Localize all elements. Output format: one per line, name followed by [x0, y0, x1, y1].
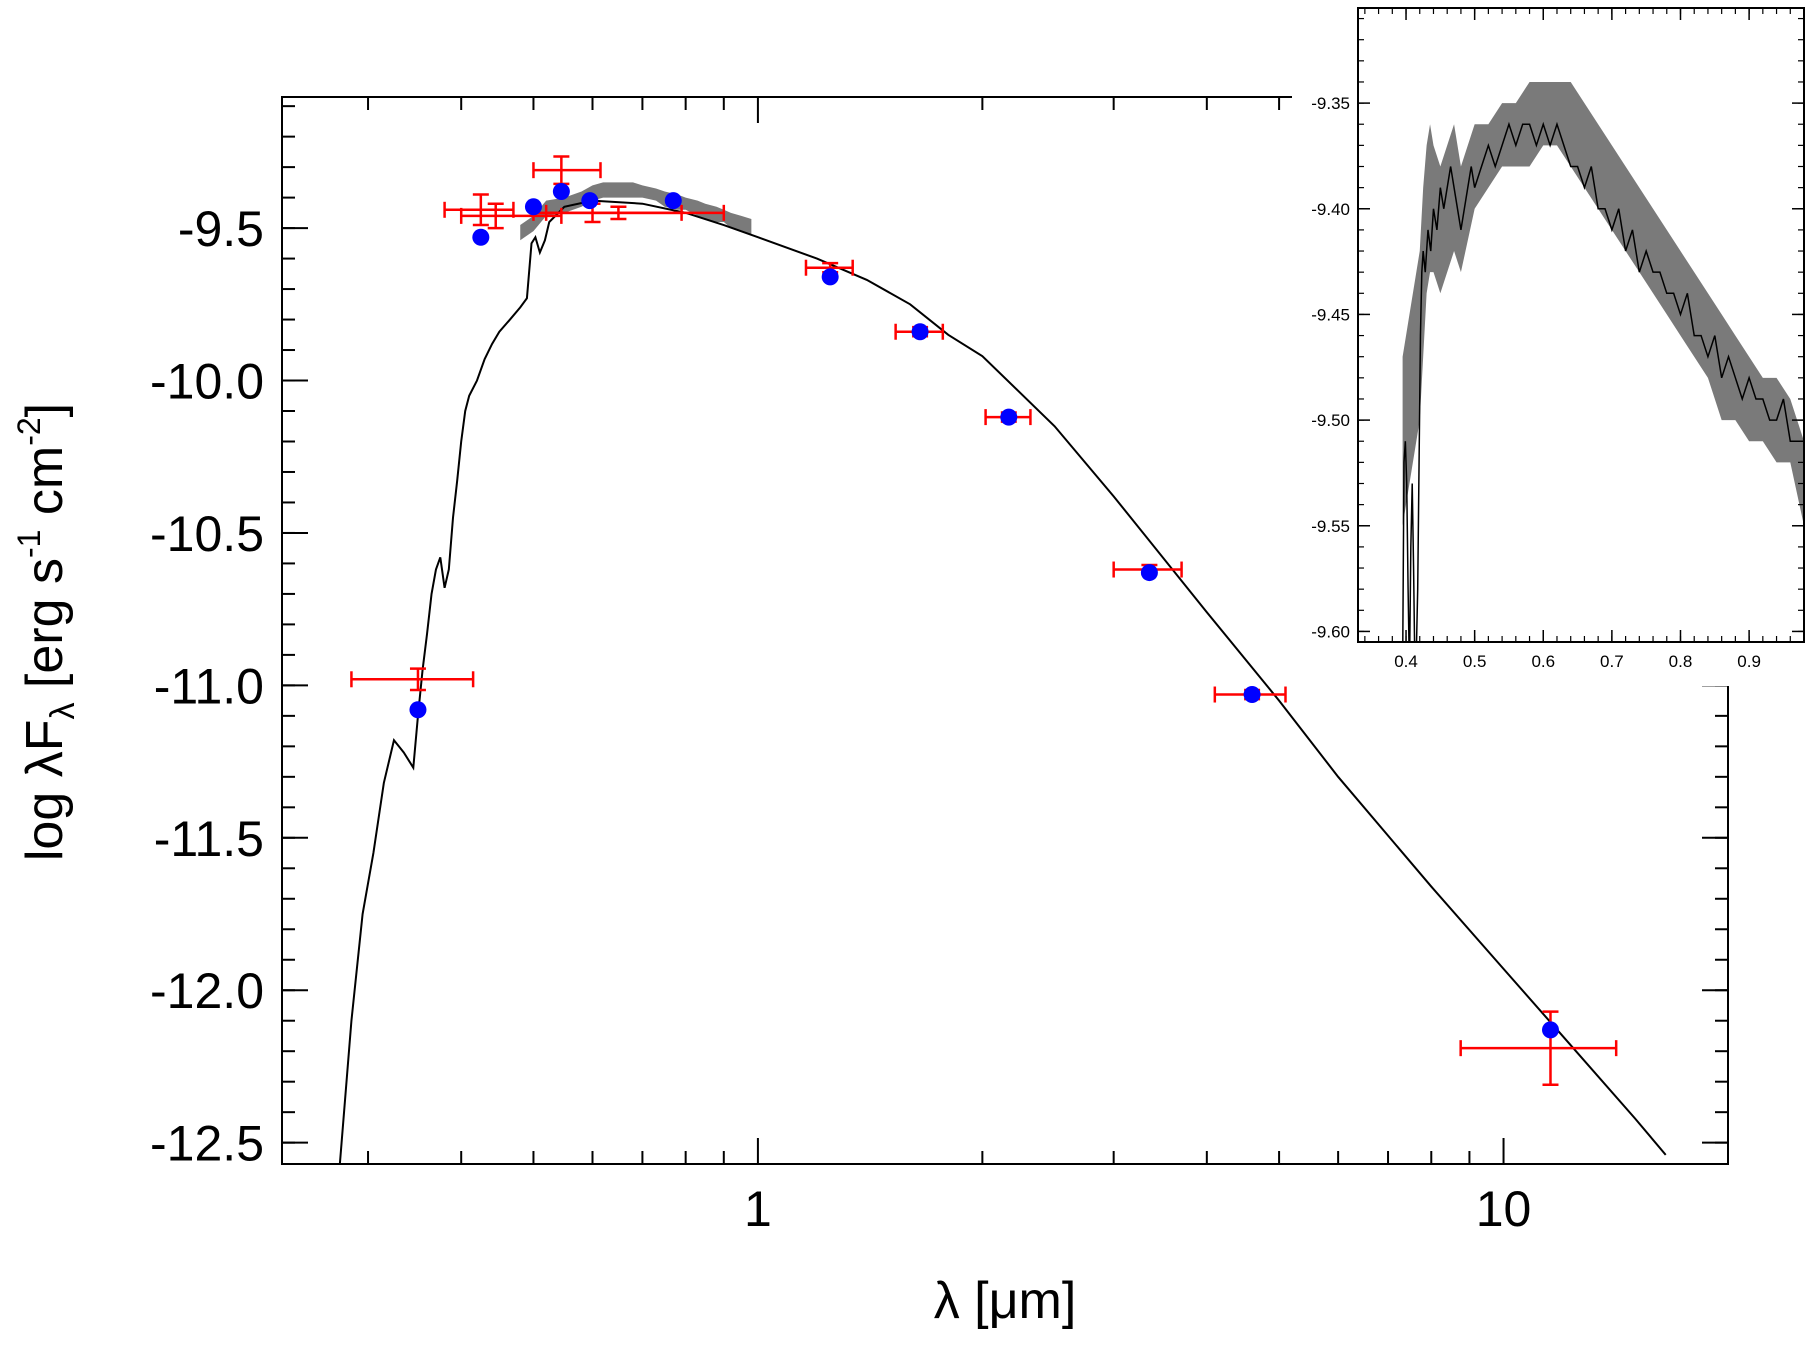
inset-x-tick-label-2: 0.6	[1531, 652, 1555, 671]
ylabel-close: ]	[16, 403, 74, 417]
photometry-point-2	[459, 202, 563, 230]
synthetic-point-4	[581, 192, 599, 210]
inset-y-tick-label-5: -9.60	[1311, 622, 1350, 641]
photometry-point-3	[532, 155, 602, 186]
main-model-band-layer	[520, 182, 752, 241]
inset-band	[1402, 81, 1804, 526]
main-x-tick-label-1: 10	[1476, 1181, 1532, 1237]
main-y-tick-label-1: -10.0	[150, 354, 264, 410]
main-y-tick-label-3: -11.0	[154, 658, 264, 714]
main-model-band	[520, 182, 752, 241]
synthetic-point-8	[1000, 408, 1018, 426]
inset-line	[1402, 121, 1804, 642]
main-y-tick-label-5: -12.0	[150, 963, 264, 1019]
inset-label-margin	[1292, 0, 1358, 686]
inset-x-tick-label-3: 0.7	[1600, 652, 1624, 671]
synthetic-point-1	[472, 228, 490, 246]
main-synthetic-layer	[409, 183, 1559, 1039]
inset-y-tick-label-2: -9.45	[1311, 305, 1350, 324]
ylabel-unit-cm: cm	[16, 446, 74, 530]
inset-y-tick-label-3: -9.50	[1311, 411, 1350, 430]
main-y-tick-label-4: -11.5	[154, 811, 264, 867]
inset-band-layer	[1402, 81, 1804, 526]
main-y-tick-label-0: -9.5	[178, 201, 264, 257]
synthetic-point-7	[911, 323, 929, 341]
inset-bottom-margin	[1292, 642, 1805, 686]
ylabel-exp-1: -1	[11, 530, 47, 558]
synthetic-point-10	[1243, 686, 1261, 704]
main-y-tick-label-2: -10.5	[150, 506, 264, 562]
inset-x-tick-label-0: 0.4	[1394, 652, 1418, 671]
ylabel-log: log λF	[16, 720, 74, 862]
synthetic-point-6	[821, 268, 839, 286]
ylabel-sub: λ	[44, 703, 82, 720]
synthetic-point-3	[552, 183, 570, 201]
inset-x-tick-label-5: 0.9	[1737, 652, 1761, 671]
main-x-tick-label-0: 1	[744, 1181, 772, 1237]
ylabel-exp-2: -2	[11, 417, 47, 445]
inset-x-tick-label-1: 0.5	[1463, 652, 1487, 671]
photometry-point-0	[350, 667, 475, 692]
synthetic-point-11	[1541, 1021, 1559, 1039]
inset-x-tick-label-4: 0.8	[1669, 652, 1693, 671]
inset-y-tick-label-1: -9.40	[1311, 200, 1350, 219]
inset-y-tick-label-0: -9.35	[1311, 94, 1350, 113]
main-y-axis-label: log λFλ [erg s-1 cm-2]	[11, 403, 82, 861]
synthetic-point-5	[664, 192, 682, 210]
inset-plot-frame	[1357, 7, 1805, 643]
main-x-axis-label: λ [μm]	[934, 1272, 1077, 1330]
inset-line-layer	[1402, 121, 1804, 642]
photometry-point-5	[532, 204, 726, 221]
ylabel-unit-erg: [erg s	[16, 558, 74, 688]
inset-plot: 0.4 0.5 0.6 0.7 0.8 0.9 -9.35 -9.40 -9.45 -9.50 -9…	[1292, 0, 1805, 686]
synthetic-point-9	[1140, 564, 1158, 582]
synthetic-point-2	[524, 198, 542, 216]
inset-y-tick-label-4: -9.55	[1311, 517, 1350, 536]
main-tick-labels-layer: 1 10 -9.5 -10.0 -10.5 -11.0 -11.5 -12.0 -12.5	[150, 201, 1531, 1237]
ylabel-bracket	[16, 688, 74, 702]
main-y-tick-label-6: -12.5	[150, 1116, 264, 1172]
inset-tick-labels-layer: 0.4 0.5 0.6 0.7 0.8 0.9 -9.35 -9.40 -9.45 -9.50 -9…	[1311, 94, 1761, 671]
synthetic-point-0	[409, 701, 427, 719]
